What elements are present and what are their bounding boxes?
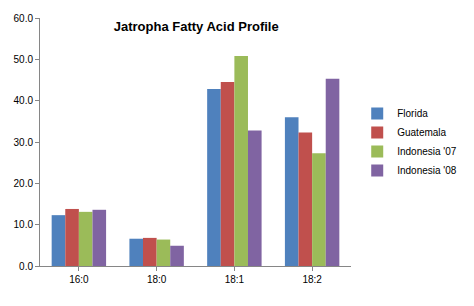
svg-text:50.0: 50.0 — [14, 54, 34, 65]
svg-text:18:0: 18:0 — [147, 274, 167, 285]
svg-text:18:1: 18:1 — [225, 274, 245, 285]
svg-text:Indonesia '08: Indonesia '08 — [397, 165, 457, 176]
svg-text:20.0: 20.0 — [14, 178, 34, 189]
svg-text:Indonesia '07: Indonesia '07 — [397, 146, 457, 157]
svg-text:Guatemala: Guatemala — [397, 127, 446, 138]
svg-text:10.0: 10.0 — [14, 219, 34, 230]
svg-text:Jatropha Fatty Acid Profile: Jatropha Fatty Acid Profile — [114, 19, 279, 34]
svg-text:Florida: Florida — [397, 108, 428, 119]
svg-text:16:0: 16:0 — [69, 274, 89, 285]
svg-text:60.0: 60.0 — [14, 13, 34, 24]
svg-text:30.0: 30.0 — [14, 137, 34, 148]
svg-text:0.0: 0.0 — [19, 261, 33, 272]
svg-text:18:2: 18:2 — [302, 274, 322, 285]
svg-text:40.0: 40.0 — [14, 95, 34, 106]
